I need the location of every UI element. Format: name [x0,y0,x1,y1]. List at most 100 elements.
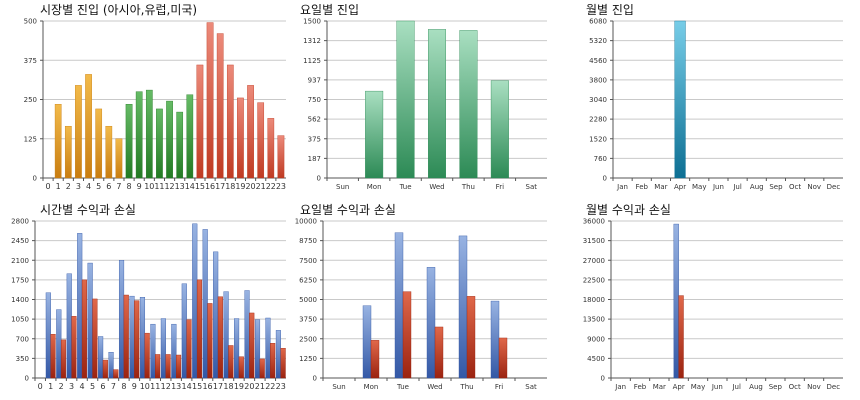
bar [244,290,250,379]
bar [362,305,372,379]
x-tick-label: Oct [789,183,801,191]
bar [673,223,679,379]
bar [102,359,108,379]
y-tick-label: 2800 [11,218,29,226]
x-tick-label: 15 [195,182,205,191]
bar [254,319,261,379]
y-tick-label: 8750 [299,237,317,245]
bar [370,340,380,379]
x-tick-label: Mar [653,383,666,391]
chart-title: 월별 진입 [586,3,634,17]
bar [458,235,468,379]
x-tick-label: Jan [614,383,626,391]
x-tick-label: 19 [234,382,244,391]
x-tick-label: Apr [674,183,686,191]
x-tick-label: 8 [127,182,132,191]
bar [139,297,146,379]
bar [226,64,234,179]
x-tick-label: Wed [427,383,442,391]
bar [160,318,166,379]
bar [66,273,72,379]
x-tick-label: 15 [192,382,202,391]
y-tick-label: 1520 [589,135,607,143]
y-tick-label: 250 [24,96,37,104]
bar [125,104,133,179]
y-tick-label: 27000 [583,257,605,265]
x-tick-label: 8 [121,382,126,391]
month-pnl-chart: 월별 수익과 손실 0 4500 9000 13500 18000 22500 27000 31… [583,203,843,391]
bar [105,125,113,179]
y-tick-label: 0 [603,175,607,183]
bar [56,309,62,379]
x-tick-label: Tue [399,183,412,191]
y-tick-label: 937 [308,76,321,84]
x-tick-label: 19 [235,182,245,191]
x-tick-label: 2 [66,182,71,191]
x-tick-label: Aug [749,383,763,391]
y-tick-label: 375 [24,57,37,65]
x-tick-label: 14 [185,182,195,191]
bar [186,319,192,379]
bar [123,294,129,379]
bar [75,85,82,179]
chart-title: 월별 수익과 손실 [586,203,671,217]
x-tick-label: May [692,183,706,191]
bar [202,229,208,379]
x-tick-label: Feb [634,383,647,391]
y-tick-label: 36000 [583,218,605,226]
bar [135,91,143,179]
x-tick-label: Sat [525,383,537,391]
bar [81,279,87,379]
bar [144,332,150,379]
x-tick-label: Apr [673,383,685,391]
y-tick-label: 1250 [299,355,317,363]
bar [257,102,265,179]
y-tick-label: 500 [24,18,37,26]
y-tick-label: 2280 [589,116,607,124]
x-tick-label: 20 [245,182,255,191]
x-tick-label: 3 [76,182,81,191]
bar [115,138,123,179]
y-tick-label: 22500 [583,276,605,284]
x-tick-label: 17 [213,382,223,391]
bar [275,330,281,379]
bar [394,232,404,379]
bar [95,108,103,179]
bar [280,348,286,379]
bar [277,135,285,179]
x-tick-label: 12 [161,382,171,391]
x-tick-label: Jul [731,383,741,391]
x-tick-label: 7 [116,182,121,191]
y-tick-label: 3040 [589,96,607,104]
bar [237,97,244,179]
y-tick-label: 0 [601,375,605,383]
y-tick-label: 375 [308,135,321,143]
x-tick-label: 20 [244,382,254,391]
x-tick-label: 10 [140,382,150,391]
y-tick-label: 700 [16,335,29,343]
x-tick-label: Mon [367,183,382,191]
x-tick-label: 11 [154,182,164,191]
x-tick-label: Aug [750,183,764,191]
bar [249,312,255,379]
bar [206,22,214,179]
bar [466,296,476,379]
x-tick-label: 22 [266,182,276,191]
x-tick-label: Thu [459,383,473,391]
x-tick-label: Mon [364,383,379,391]
x-tick-label: 18 [223,382,233,391]
bar [171,323,177,379]
x-tick-label: 23 [276,182,286,191]
x-tick-label: Dec [827,383,841,391]
bar [113,369,119,379]
bar [156,108,163,179]
x-tick-label: 5 [96,182,101,191]
bar [60,339,67,379]
bar [207,303,213,379]
x-tick-label: 11 [150,382,160,391]
chart-title: 시장별 진입 (아시아,유럽,미국) [40,3,197,17]
x-tick-label: Thu [461,183,475,191]
x-tick-label: Dec [827,183,841,191]
y-tick-label: 2500 [299,335,317,343]
